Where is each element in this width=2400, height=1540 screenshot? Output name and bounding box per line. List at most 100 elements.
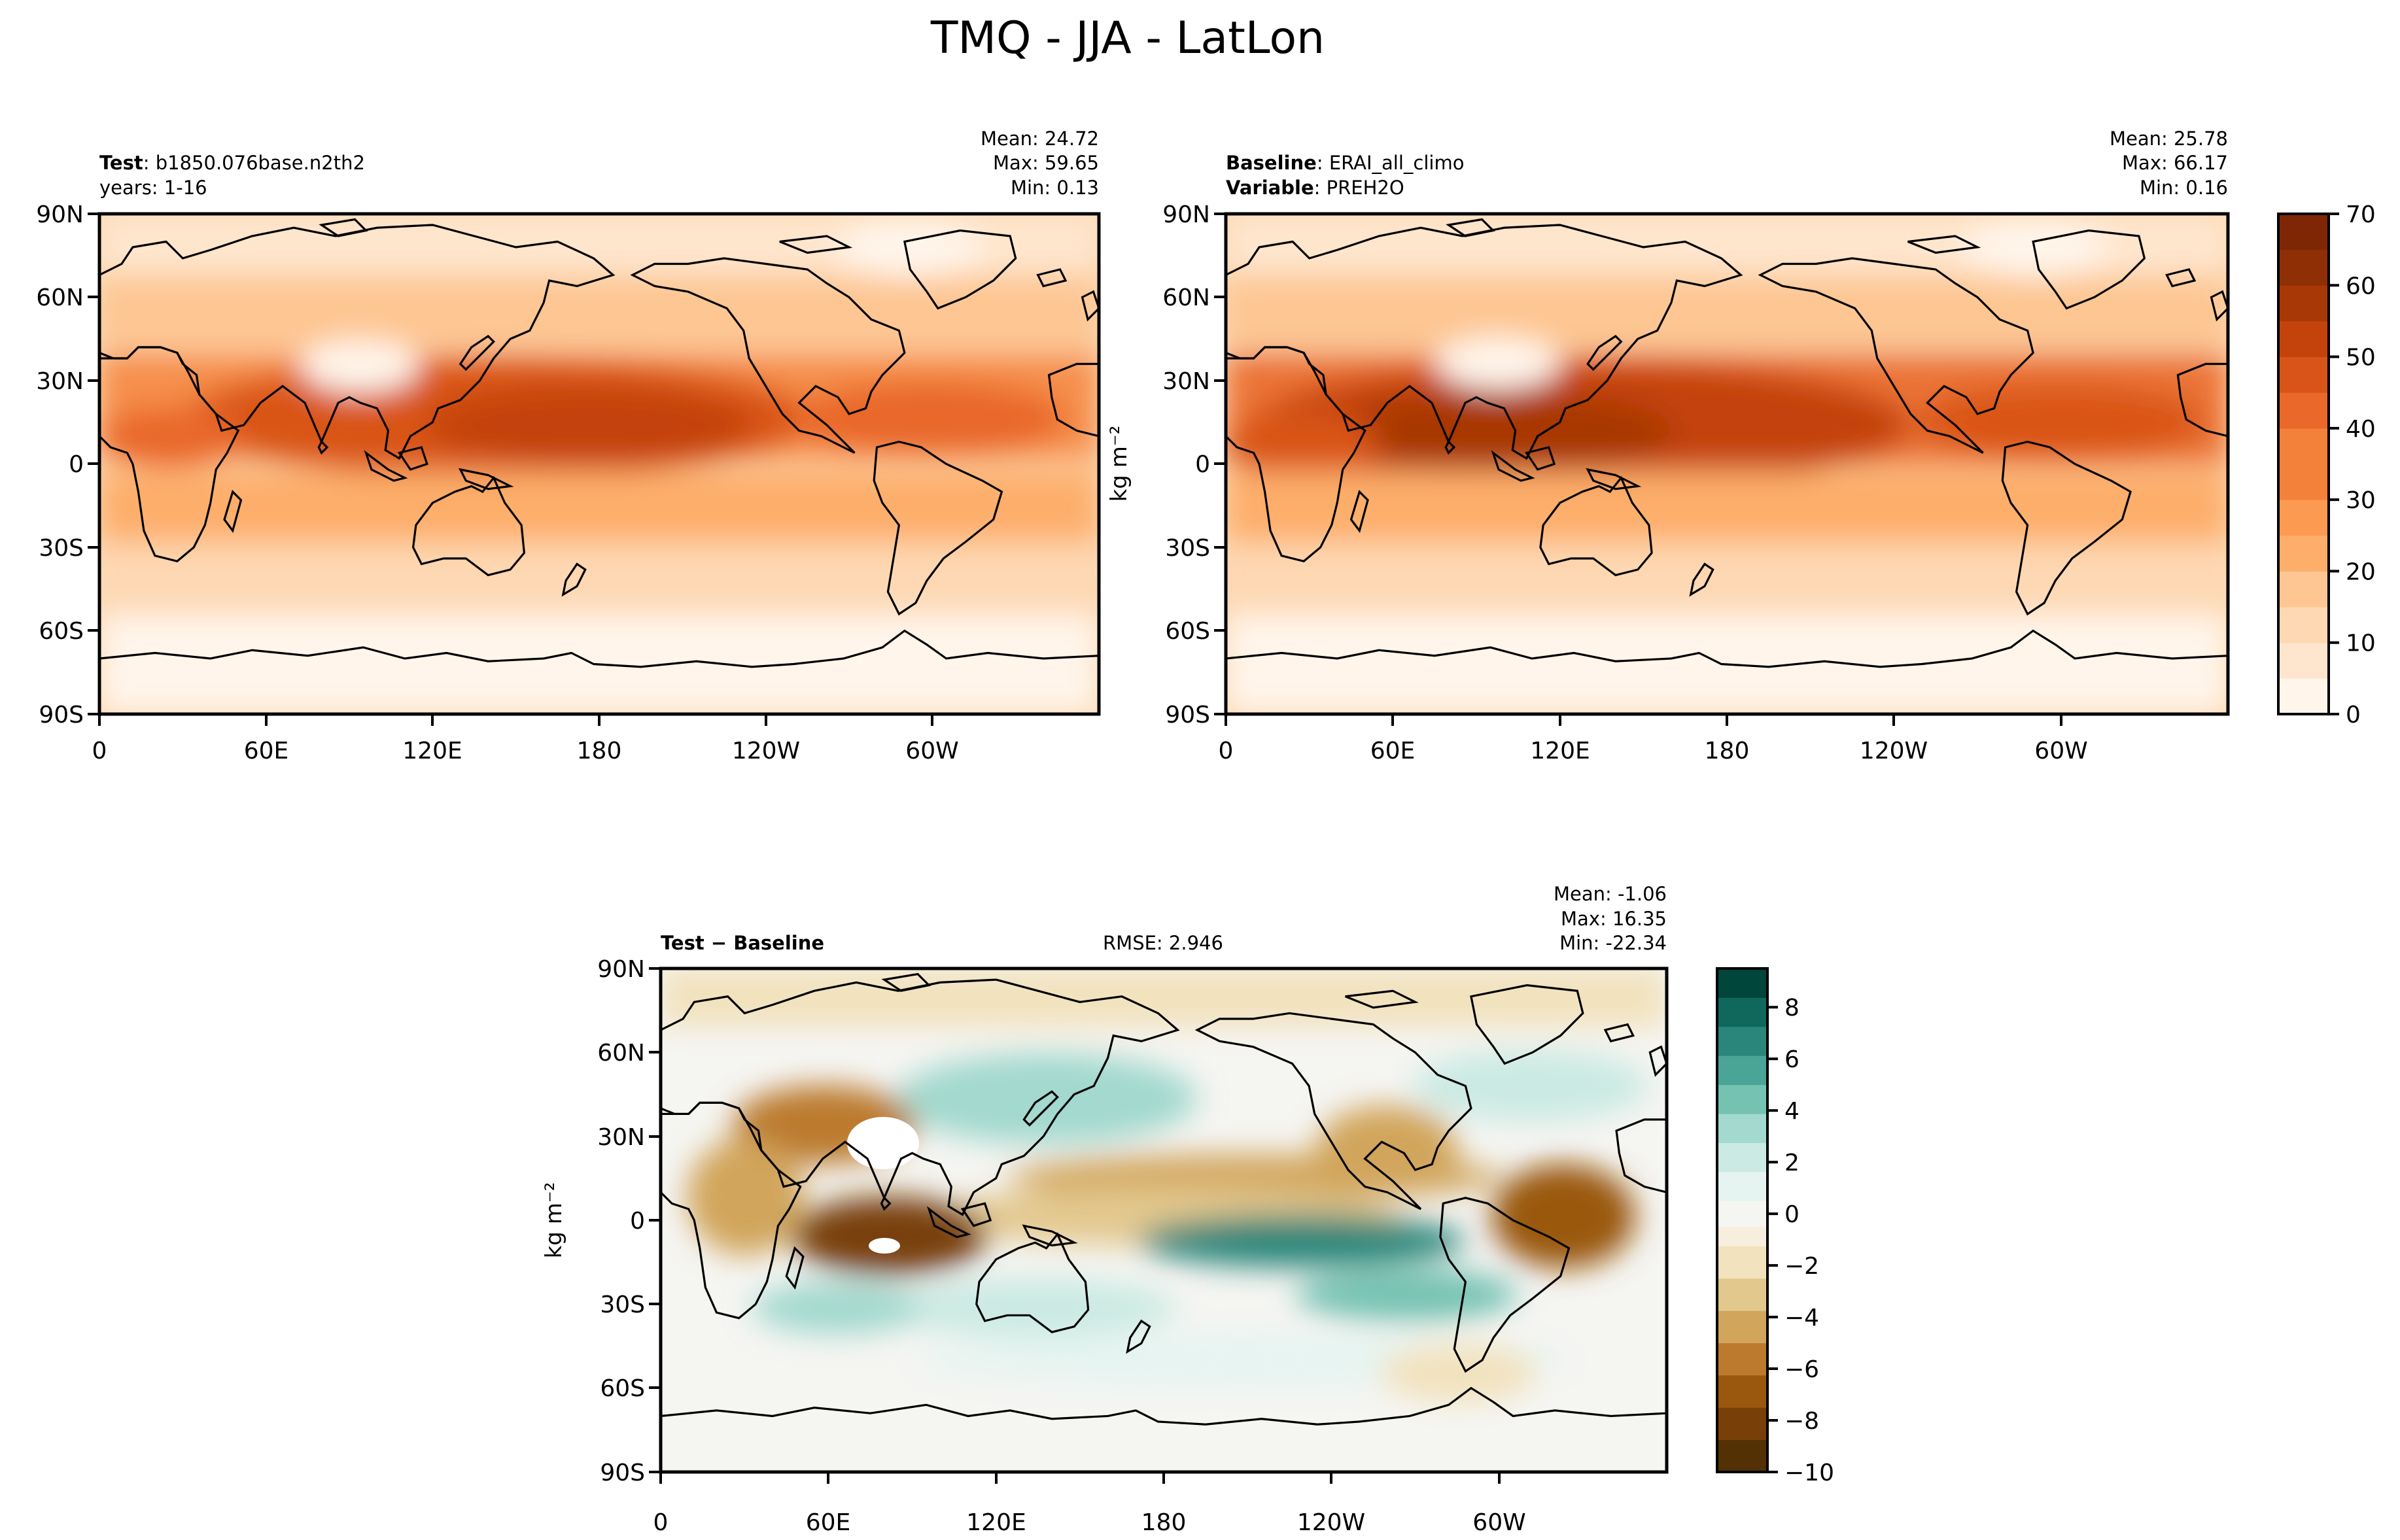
colorbar-diverging-ticks: 8 6 4 2 0 −2 −4 −6 −8 −10 (1767, 995, 1834, 1486)
colorbar-tick-label: −6 (1784, 1356, 1819, 1383)
y-tick-label: 30N (36, 368, 84, 395)
x-tick-label: 0 (653, 1509, 669, 1536)
colorbar-tick-label: 40 (2346, 416, 2376, 443)
y-tick-label: 30N (1162, 368, 1210, 395)
difference-rmse: RMSE: 2.946 (1103, 932, 1223, 954)
colorbar-band (1717, 1084, 1767, 1114)
y-tick-label: 0 (69, 451, 84, 478)
baseline-x-axis: 0 60E 120E 180 120W 60W (1219, 714, 2088, 764)
test-min: Min: 0.13 (1011, 177, 1099, 199)
colorbar-band (2278, 285, 2329, 322)
difference-ylabel: kg m⁻² (541, 1182, 567, 1259)
y-tick-label: 60S (600, 1375, 645, 1402)
variable-label: Variable (1226, 177, 1314, 199)
colorbar-band (1717, 1246, 1767, 1279)
panel-difference: Test − Baseline RMSE: 2.946 Mean: -1.06 … (541, 883, 1669, 1536)
y-tick-label: 60S (1165, 618, 1210, 645)
colorbar-band (2278, 392, 2329, 429)
difference-field (661, 968, 1667, 1472)
colorbar-tick-label: 4 (1784, 1098, 1800, 1125)
x-tick-label: 60W (2034, 738, 2087, 764)
x-tick-label: 60E (806, 1509, 851, 1536)
baseline-label: Baseline (1226, 152, 1317, 174)
y-tick-label: 0 (630, 1208, 645, 1235)
baseline-ylabel: kg m⁻² (1106, 426, 1132, 502)
baseline-max: Max: 66.17 (2122, 152, 2228, 174)
colorbar-tick-label: 2 (1784, 1150, 1800, 1176)
colorbar-band (1717, 1026, 1767, 1056)
colorbar-tick-label: −10 (1784, 1460, 1834, 1486)
colorbar-tick-label: −2 (1784, 1253, 1819, 1280)
baseline-mean: Mean: 25.78 (2110, 128, 2228, 150)
colorbar-tick-label: 30 (2346, 487, 2376, 514)
y-tick-label: 90S (600, 1460, 645, 1486)
baseline-y-axis: 90N 60N 30N 0 30S 60S 90S (1162, 201, 1226, 728)
baseline-min: Min: 0.16 (2140, 177, 2228, 199)
baseline-info-line2: Variable: PREH2O (1226, 177, 1404, 199)
x-tick-label: 0 (1219, 738, 1234, 764)
y-tick-label: 0 (1195, 451, 1210, 478)
colorbar-tick-label: 6 (1784, 1046, 1800, 1073)
colorbar-band (1717, 1201, 1767, 1227)
colorbar-tick-label: 0 (1784, 1201, 1800, 1228)
colorbar-band (1717, 1375, 1767, 1408)
colorbar-tick-label: −4 (1784, 1305, 1819, 1331)
difference-y-axis: 90N 60N 30N 0 30S 60S 90S (597, 956, 661, 1486)
colorbar-diverging: 8 6 4 2 0 −2 −4 −6 −8 −10 (1716, 967, 1834, 1486)
test-info-line2: years: 1-16 (99, 177, 207, 199)
baseline-info-line1: Baseline: ERAI_all_climo (1226, 152, 1464, 174)
figure-title: TMQ - JJA - LatLon (930, 12, 1325, 64)
colorbar-tick-label: 10 (2346, 630, 2376, 657)
variable-name: PREH2O (1327, 177, 1404, 199)
colorbar-sequential: 0 10 20 30 40 50 60 70 (2277, 201, 2376, 728)
x-tick-label: 120W (1860, 738, 1928, 764)
missing-data-region (869, 1238, 900, 1254)
x-tick-label: 0 (92, 738, 107, 764)
colorbar-band (1717, 1055, 1767, 1086)
baseline-field (1226, 214, 2228, 714)
test-mean: Mean: 24.72 (981, 128, 1099, 150)
difference-x-axis: 0 60E 120E 180 120W 60W (653, 1472, 1526, 1536)
panel-test: Test: b1850.076base.n2th2 years: 1-16 Me… (36, 128, 1101, 764)
y-tick-label: 30S (39, 535, 84, 562)
colorbar-band (2278, 356, 2329, 393)
colorbar-band (1717, 1439, 1767, 1473)
x-tick-label: 180 (577, 738, 622, 764)
colorbar-band (2278, 464, 2329, 500)
y-tick-label: 60N (36, 284, 84, 311)
colorbar-tick-label: −8 (1784, 1408, 1819, 1435)
colorbar-band (1717, 1343, 1767, 1376)
x-tick-label: 120W (732, 738, 800, 764)
colorbar-band (1717, 997, 1767, 1027)
difference-label: Test − Baseline (661, 932, 824, 954)
colorbar-band (2278, 642, 2329, 679)
x-tick-label: 120E (966, 1509, 1026, 1536)
colorbar-sequential-bands (2278, 214, 2329, 715)
colorbar-band (1717, 968, 1767, 998)
x-tick-label: 60E (1370, 738, 1416, 764)
test-field (99, 214, 1099, 714)
colorbar-band (1717, 1310, 1767, 1344)
colorbar-band (2278, 214, 2329, 250)
baseline-case-name: ERAI_all_climo (1329, 152, 1465, 174)
colorbar-band (1717, 1142, 1767, 1172)
x-tick-label: 60W (905, 738, 958, 764)
colorbar-sequential-frame (2277, 213, 2330, 715)
test-max: Max: 59.65 (993, 152, 1099, 174)
x-tick-label: 120E (402, 738, 462, 764)
colorbar-band (2278, 607, 2329, 643)
y-tick-label: 30S (1165, 535, 1210, 562)
colorbar-diverging-frame (1716, 967, 1769, 1473)
colorbar-band (2278, 535, 2329, 572)
colorbar-band (1717, 1407, 1767, 1441)
x-tick-label: 60W (1472, 1509, 1525, 1536)
difference-mean: Mean: -1.06 (1554, 883, 1667, 905)
test-case-name: b1850.076base.n2th2 (156, 152, 365, 174)
colorbar-band (2278, 428, 2329, 464)
colorbar-tick-label: 20 (2346, 558, 2376, 585)
colorbar-band (1717, 1114, 1767, 1144)
y-tick-label: 60N (597, 1040, 645, 1067)
y-tick-label: 90N (1162, 201, 1210, 228)
difference-max: Max: 16.35 (1561, 908, 1667, 930)
